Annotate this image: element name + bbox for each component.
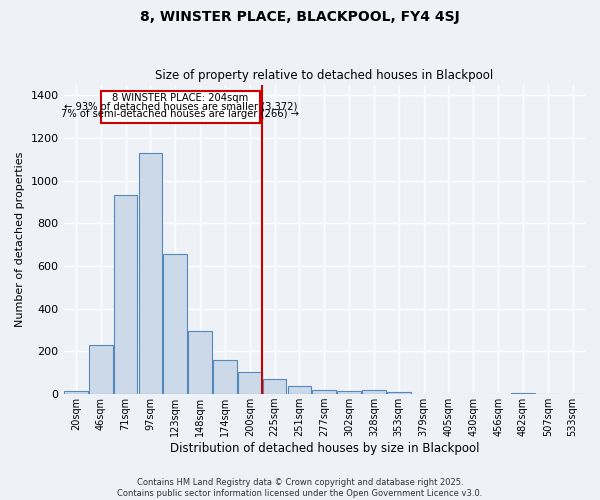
Text: 8, WINSTER PLACE, BLACKPOOL, FY4 4SJ: 8, WINSTER PLACE, BLACKPOOL, FY4 4SJ xyxy=(140,10,460,24)
Bar xyxy=(287,386,311,394)
Bar xyxy=(337,391,361,394)
Bar xyxy=(89,345,113,394)
Bar xyxy=(511,393,535,394)
Text: 7% of semi-detached houses are larger (266) →: 7% of semi-detached houses are larger (2… xyxy=(61,109,299,119)
Bar xyxy=(387,392,410,394)
Text: Contains HM Land Registry data © Crown copyright and database right 2025.
Contai: Contains HM Land Registry data © Crown c… xyxy=(118,478,482,498)
Bar xyxy=(163,254,187,394)
Text: 8 WINSTER PLACE: 204sqm: 8 WINSTER PLACE: 204sqm xyxy=(112,93,248,103)
Y-axis label: Number of detached properties: Number of detached properties xyxy=(15,152,25,327)
Bar xyxy=(64,391,88,394)
Bar xyxy=(213,360,237,394)
Bar xyxy=(263,379,286,394)
Bar xyxy=(139,153,162,394)
Bar xyxy=(114,194,137,394)
X-axis label: Distribution of detached houses by size in Blackpool: Distribution of detached houses by size … xyxy=(170,442,479,455)
Text: ← 93% of detached houses are smaller (3,372): ← 93% of detached houses are smaller (3,… xyxy=(64,101,297,111)
FancyBboxPatch shape xyxy=(101,91,260,123)
Title: Size of property relative to detached houses in Blackpool: Size of property relative to detached ho… xyxy=(155,69,493,82)
Bar xyxy=(313,390,336,394)
Bar xyxy=(188,331,212,394)
Bar xyxy=(238,372,262,394)
Bar xyxy=(362,390,386,394)
